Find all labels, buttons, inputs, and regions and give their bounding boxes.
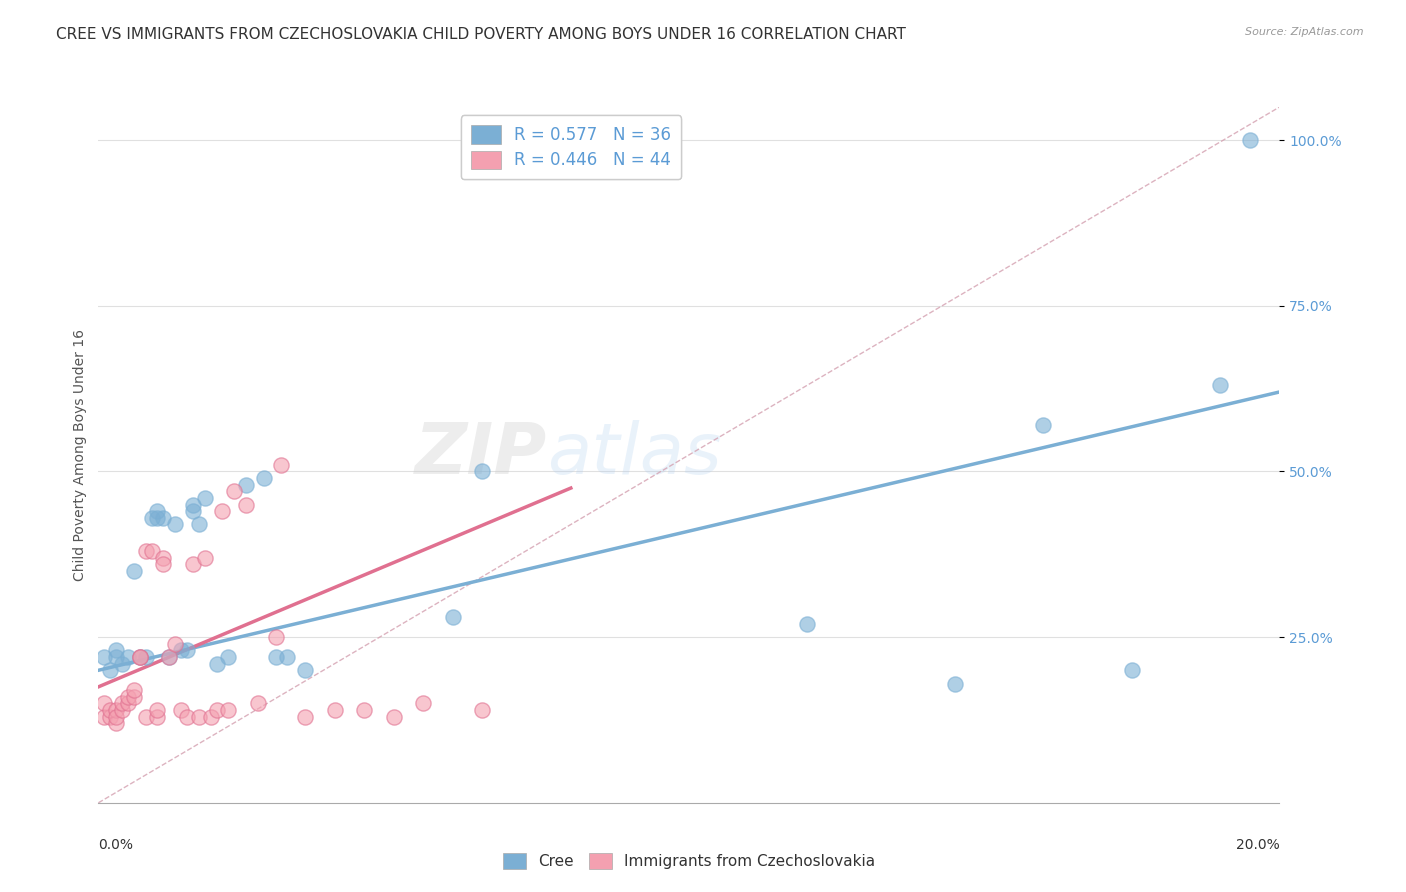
Point: [382, 709, 405, 723]
Point: [105, 643, 128, 657]
Point: [157, 650, 180, 665]
Point: [194, 550, 217, 565]
Point: [135, 544, 157, 558]
Point: [294, 709, 316, 723]
Point: [181, 504, 204, 518]
Point: [1121, 663, 1143, 677]
Point: [187, 709, 209, 723]
Point: [128, 650, 150, 665]
Point: [253, 471, 276, 485]
Point: [217, 703, 239, 717]
Legend: Cree, Immigrants from Czechoslovakia: Cree, Immigrants from Czechoslovakia: [496, 847, 882, 875]
Point: [246, 697, 269, 711]
Y-axis label: Child Poverty Among Boys Under 16: Child Poverty Among Boys Under 16: [73, 329, 87, 581]
Point: [117, 697, 139, 711]
Point: [93, 650, 115, 665]
Point: [264, 650, 287, 665]
Point: [98, 663, 121, 677]
Point: [181, 498, 204, 512]
Point: [235, 477, 257, 491]
Point: [441, 610, 464, 624]
Point: [135, 650, 157, 665]
Point: [135, 709, 157, 723]
Legend: R = 0.577   N = 36, R = 0.446   N = 44: R = 0.577 N = 36, R = 0.446 N = 44: [461, 115, 681, 179]
Point: [146, 703, 169, 717]
Point: [122, 564, 145, 578]
Point: [122, 683, 145, 698]
Point: [146, 504, 169, 518]
Point: [194, 491, 217, 505]
Point: [471, 465, 494, 479]
Point: [111, 657, 134, 671]
Point: [1239, 133, 1261, 147]
Text: Source: ZipAtlas.com: Source: ZipAtlas.com: [1246, 27, 1364, 37]
Point: [270, 458, 292, 472]
Point: [181, 558, 204, 572]
Text: 0.0%: 0.0%: [98, 838, 134, 852]
Point: [165, 637, 187, 651]
Point: [111, 703, 134, 717]
Point: [187, 517, 209, 532]
Point: [276, 650, 298, 665]
Point: [294, 663, 316, 677]
Point: [1209, 378, 1232, 392]
Text: CREE VS IMMIGRANTS FROM CZECHOSLOVAKIA CHILD POVERTY AMONG BOYS UNDER 16 CORRELA: CREE VS IMMIGRANTS FROM CZECHOSLOVAKIA C…: [56, 27, 905, 42]
Point: [105, 650, 128, 665]
Point: [264, 630, 287, 644]
Text: atlas: atlas: [547, 420, 721, 490]
Point: [128, 650, 150, 665]
Point: [98, 703, 121, 717]
Point: [170, 643, 193, 657]
Point: [170, 703, 193, 717]
Point: [176, 709, 198, 723]
Point: [105, 709, 128, 723]
Text: ZIP: ZIP: [415, 420, 547, 490]
Point: [353, 703, 375, 717]
Point: [152, 550, 174, 565]
Point: [211, 504, 233, 518]
Point: [98, 709, 121, 723]
Point: [323, 703, 346, 717]
Point: [217, 650, 239, 665]
Point: [152, 511, 174, 525]
Point: [111, 697, 134, 711]
Point: [117, 690, 139, 704]
Point: [122, 690, 145, 704]
Point: [224, 484, 246, 499]
Point: [471, 703, 494, 717]
Point: [943, 676, 966, 690]
Point: [117, 650, 139, 665]
Point: [141, 544, 163, 558]
Text: 20.0%: 20.0%: [1236, 838, 1279, 852]
Point: [93, 709, 115, 723]
Point: [796, 616, 818, 631]
Point: [157, 650, 180, 665]
Point: [205, 703, 228, 717]
Point: [93, 697, 115, 711]
Point: [1032, 418, 1054, 433]
Point: [141, 511, 163, 525]
Point: [128, 650, 150, 665]
Point: [200, 709, 222, 723]
Point: [152, 558, 174, 572]
Point: [165, 517, 187, 532]
Point: [146, 511, 169, 525]
Point: [146, 709, 169, 723]
Point: [105, 703, 128, 717]
Point: [235, 498, 257, 512]
Point: [176, 643, 198, 657]
Point: [105, 716, 128, 731]
Point: [205, 657, 228, 671]
Point: [412, 697, 434, 711]
